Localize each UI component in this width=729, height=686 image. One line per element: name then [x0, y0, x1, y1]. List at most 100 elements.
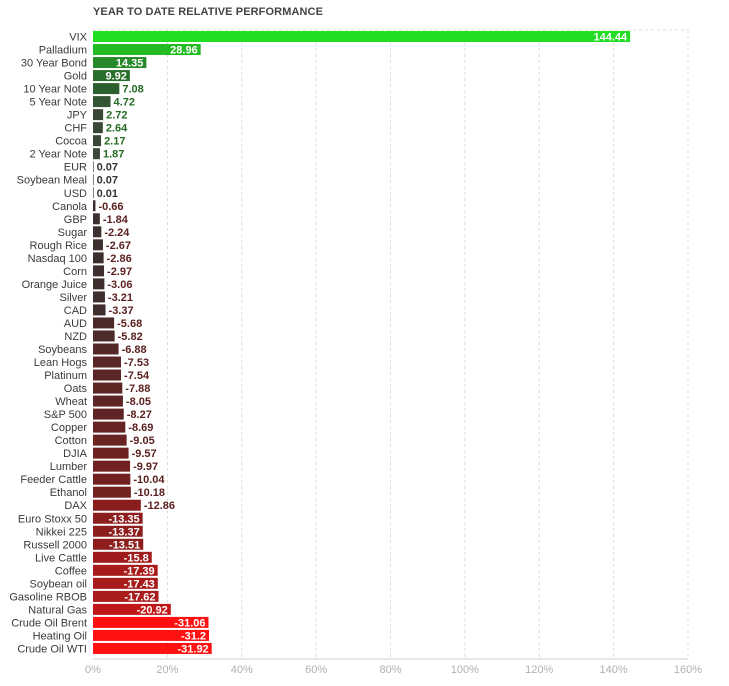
bar	[93, 434, 127, 446]
value-label: 0.07	[97, 162, 118, 174]
value-label: -2.24	[104, 227, 130, 239]
bar	[93, 642, 212, 654]
value-label: -9.05	[130, 435, 155, 447]
value-label: -2.97	[107, 266, 132, 278]
category-label: Nasdaq 100	[28, 253, 87, 265]
category-label: Canola	[52, 201, 88, 213]
category-label: Wheat	[55, 396, 87, 408]
category-label: NZD	[64, 331, 87, 343]
category-label: Orange Juice	[22, 279, 87, 291]
value-label: -13.35	[108, 513, 139, 525]
category-label: GBP	[64, 214, 87, 226]
category-label: Palladium	[39, 45, 87, 57]
category-label: 5 Year Note	[30, 97, 88, 109]
bar	[93, 226, 102, 238]
category-label: Gold	[64, 71, 87, 83]
category-label: Copper	[51, 422, 87, 434]
value-label: -13.51	[109, 539, 140, 551]
value-label: -31.06	[174, 617, 205, 629]
bar	[93, 369, 122, 381]
bar	[93, 382, 123, 394]
category-label: Crude Oil Brent	[11, 617, 87, 629]
bar	[93, 187, 94, 199]
category-label: Oats	[64, 383, 88, 395]
category-label: Silver	[59, 292, 87, 304]
bar	[93, 239, 103, 251]
bar	[93, 460, 131, 472]
value-label: -7.54	[124, 370, 150, 382]
x-tick-label: 60%	[305, 664, 327, 676]
value-label: 144.44	[593, 32, 628, 44]
category-label: Lean Hogs	[34, 357, 88, 369]
bar	[93, 291, 105, 303]
x-tick-label: 140%	[600, 664, 628, 676]
value-label: 0.07	[97, 175, 118, 187]
bar	[93, 148, 100, 160]
value-label: 28.96	[170, 45, 198, 57]
category-label: CAD	[64, 305, 87, 317]
bar	[93, 31, 631, 43]
value-label: -7.53	[124, 357, 149, 369]
x-tick-label: 0%	[85, 664, 101, 676]
category-label: Lumber	[50, 461, 88, 473]
value-label: -8.05	[126, 396, 151, 408]
category-label: Nikkei 225	[36, 526, 87, 538]
category-label: S&P 500	[44, 409, 87, 421]
value-label: -17.43	[124, 578, 155, 590]
category-label: VIX	[69, 32, 87, 44]
value-label: -0.66	[98, 201, 123, 213]
category-label: Rough Rice	[30, 240, 87, 252]
category-label: Russell 2000	[23, 539, 87, 551]
category-label: Gasoline RBOB	[9, 591, 87, 603]
bar	[93, 499, 141, 511]
x-tick-label: 40%	[231, 664, 253, 676]
bar	[93, 486, 131, 498]
value-label: 1.87	[103, 149, 124, 161]
value-label: -5.82	[118, 331, 143, 343]
category-label: CHF	[64, 123, 87, 135]
category-label: Coffee	[55, 565, 87, 577]
bar	[93, 83, 120, 95]
value-label: -10.04	[133, 474, 165, 486]
category-label: 2 Year Note	[30, 149, 88, 161]
x-tick-label: 80%	[379, 664, 401, 676]
category-label: Corn	[63, 266, 87, 278]
bar	[93, 161, 94, 173]
bar	[93, 57, 147, 69]
value-label: 2.72	[106, 110, 127, 122]
value-label: -8.69	[128, 422, 153, 434]
category-label: DJIA	[63, 448, 88, 460]
value-label: -9.57	[132, 448, 157, 460]
category-label: Heating Oil	[33, 630, 87, 642]
x-tick-label: 120%	[525, 664, 553, 676]
bar	[93, 96, 111, 108]
category-label: Live Cattle	[35, 552, 87, 564]
category-label: JPY	[67, 110, 88, 122]
category-label: Crude Oil WTI	[17, 643, 87, 655]
value-label: -2.67	[106, 240, 131, 252]
value-label: -15.8	[124, 552, 149, 564]
bar	[93, 265, 105, 277]
value-label: 9.92	[105, 71, 126, 83]
value-label: 7.08	[122, 84, 143, 96]
bar	[93, 122, 103, 134]
bar	[93, 473, 131, 485]
bar	[93, 252, 104, 264]
category-label: Sugar	[58, 227, 88, 239]
chart-title: YEAR TO DATE RELATIVE PERFORMANCE	[93, 6, 324, 18]
value-label: -9.97	[133, 461, 158, 473]
category-label: AUD	[64, 318, 87, 330]
bar	[93, 278, 105, 290]
value-label: -12.86	[144, 500, 175, 512]
bar	[93, 317, 115, 329]
bar	[93, 512, 143, 524]
value-label: -6.88	[122, 344, 147, 356]
bar	[93, 525, 143, 537]
bar	[93, 590, 159, 602]
bar	[93, 551, 152, 563]
value-label: -17.39	[123, 565, 154, 577]
bar	[93, 44, 201, 56]
category-label: 10 Year Note	[23, 84, 87, 96]
value-label: 2.17	[104, 136, 125, 148]
